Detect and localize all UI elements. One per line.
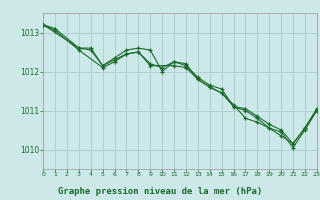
Text: Graphe pression niveau de la mer (hPa): Graphe pression niveau de la mer (hPa) <box>58 187 262 196</box>
